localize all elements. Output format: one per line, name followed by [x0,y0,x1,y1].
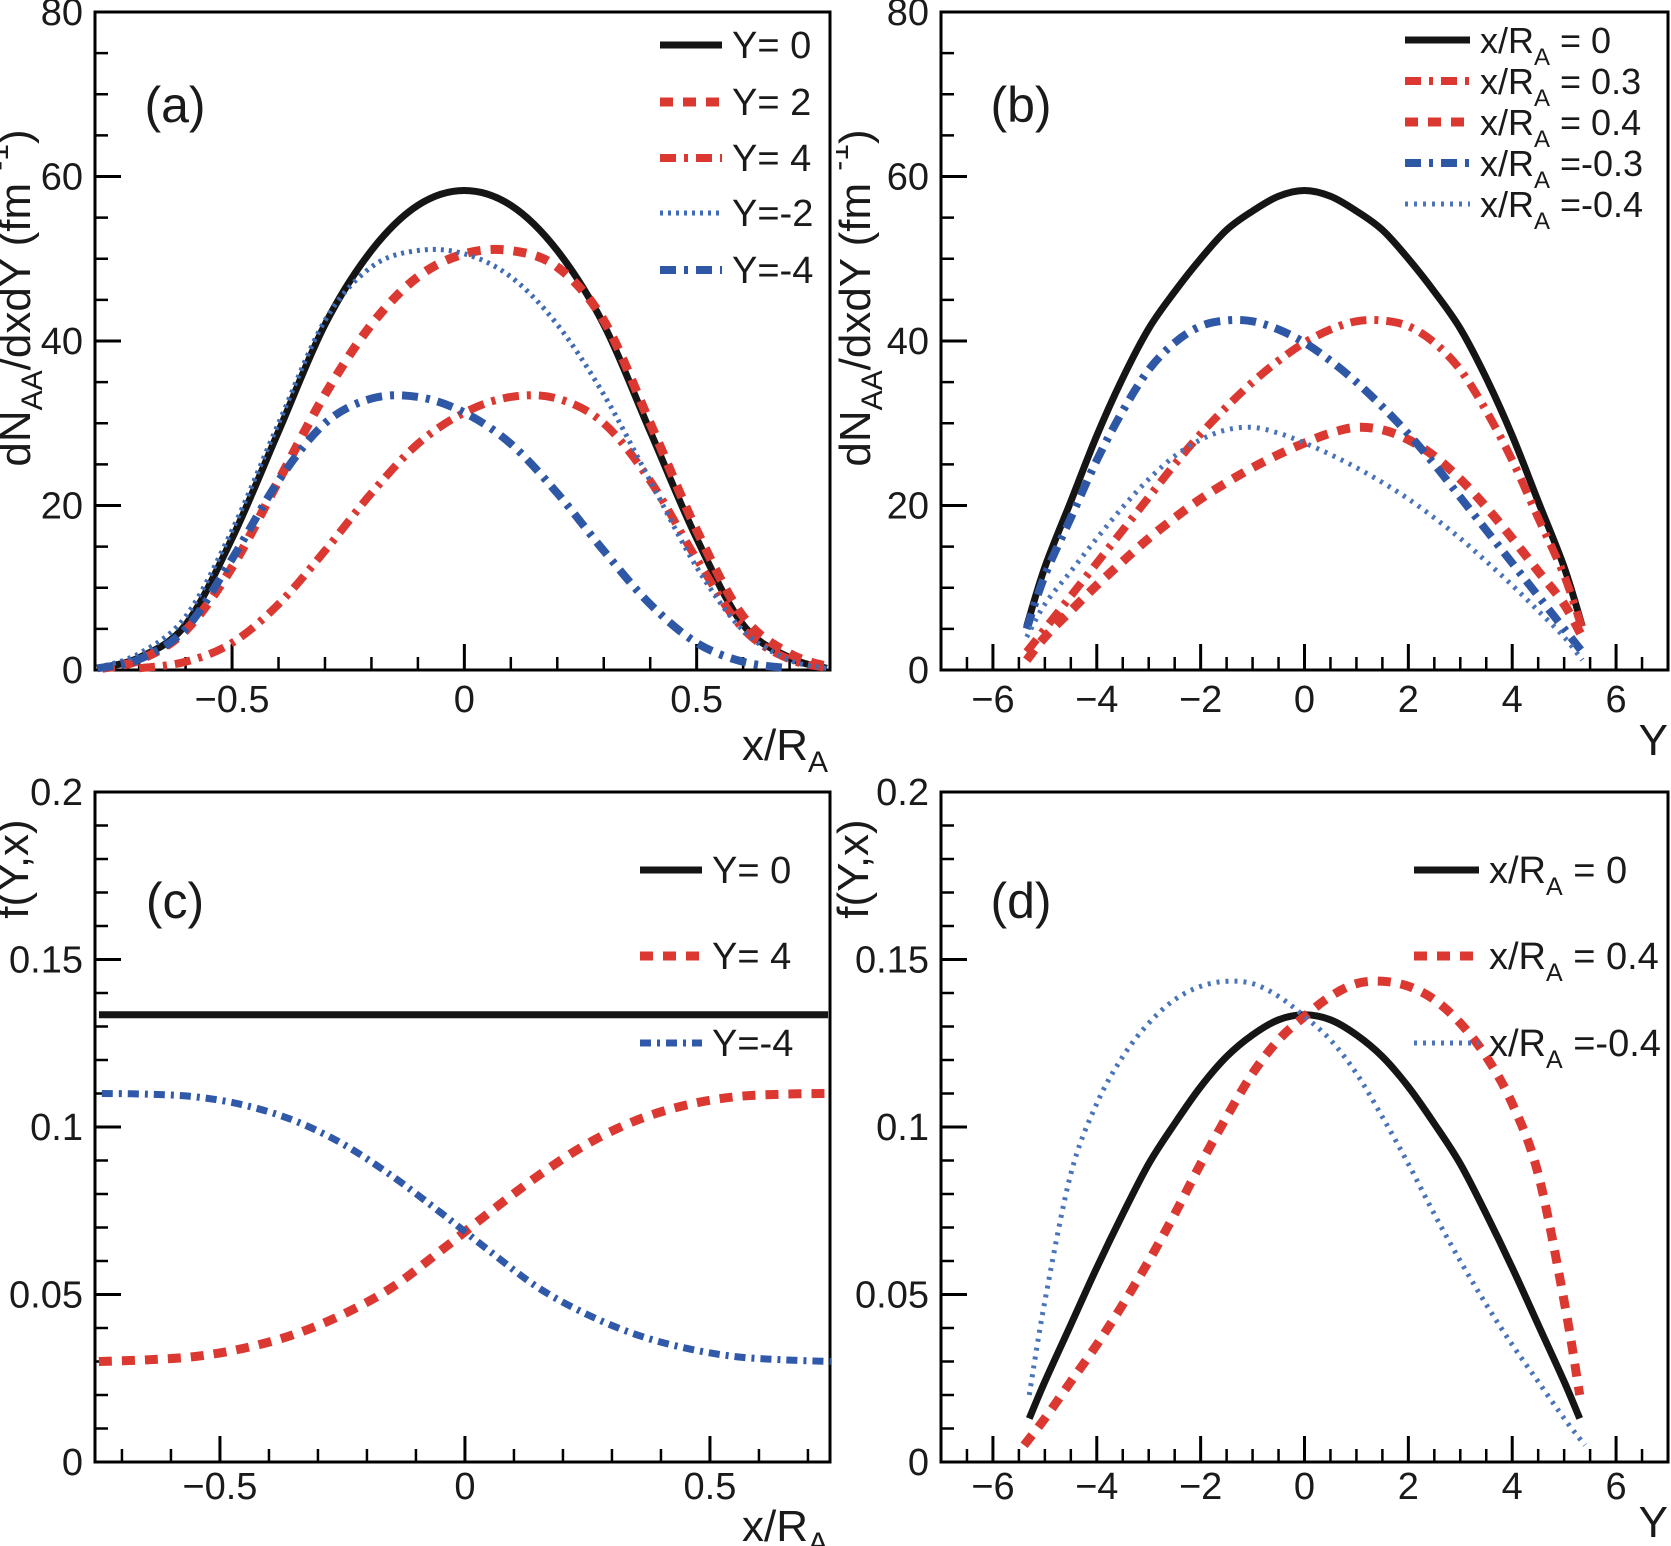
x-tick-label: 0 [1294,679,1315,721]
curve-Y0 [96,186,828,672]
x-axis-label-d: Y [1639,1498,1668,1546]
y-tick-label: 0 [908,1442,929,1484]
y-tick-label: 20 [887,486,929,528]
y-tick-label: 0.1 [876,1107,929,1149]
legend-label-cYm4: Y=-4 [712,1023,793,1065]
legend-label-x03: x/RA = 0.3 [1480,61,1641,112]
x-tick-label: 2 [1398,679,1419,721]
legend-label-xm04: x/RA =-0.4 [1480,184,1643,235]
x-tick-label: −4 [1075,679,1118,721]
x-tick-label: 0.5 [670,679,723,721]
y-tick-label: 0.15 [9,940,83,982]
x-tick-label: −2 [1179,1466,1222,1508]
y-tick-label: 40 [887,321,929,363]
x-tick-label: 6 [1606,1466,1627,1508]
panel-d-plot: −6 −4 −2 0 2 4 6 0 0.05 0.1 0.15 0.2 x/RA = 0 x/RA = … [836,773,1670,1546]
curve-x03 [1023,315,1587,655]
panel-c: −0.5 0 0.5 0 0.05 0.1 0.15 0.2 Y= 0 Y= 4 Y=-4 (c) x/… [0,773,835,1546]
x-tick-label: 4 [1502,679,1523,721]
y-tick-label: 40 [41,321,83,363]
y-tick-label: 0.15 [855,940,929,982]
x-tick-label: 0 [454,679,475,721]
legend-label-dm04: x/RA =-0.4 [1489,1023,1661,1074]
panel-letter-a: (a) [144,77,205,133]
curve-Ym2 [96,246,828,671]
panel-d: −6 −4 −2 0 2 4 6 0 0.05 0.1 0.15 0.2 x/RA = 0 x/RA = … [836,773,1671,1546]
curve-d04 [1020,976,1585,1449]
y-tick-label: 0.1 [30,1107,83,1149]
legend-label-Y2: Y= 2 [732,82,811,124]
plot-frame [93,790,832,1464]
x-tick-label: 0 [454,1466,475,1508]
x-tick-label: 0 [1294,1466,1315,1508]
panel-letter-b: (b) [990,77,1051,133]
x-tick-label: −0.5 [195,679,270,721]
y-tick-label: 0.05 [855,1275,929,1317]
x-tick-label: −6 [971,1466,1014,1508]
panel-a-plot: −0.5 0 0.5 0 20 40 60 80 Y= 0 Y= 2 Y= 4 Y=-2 Y=-4 (a)… [0,0,833,773]
legend-label-x04: x/RA = 0.4 [1480,102,1641,153]
legend-label-Y0: Y= 0 [732,25,811,67]
x-tick-label: −2 [1179,679,1222,721]
x-axis-label-c: x/RA [742,1502,828,1546]
legend-label-d0: x/RA = 0 [1489,850,1627,901]
panel-letter-d: (d) [990,873,1051,929]
legend-label-cY0: Y= 0 [712,850,791,892]
y-tick-label: 80 [41,0,83,34]
x-tick-label: −4 [1075,1466,1118,1508]
legend-label-xm03: x/RA =-0.3 [1480,143,1643,194]
panel-c-plot: −0.5 0 0.5 0 0.05 0.1 0.15 0.2 Y= 0 Y= 4 Y=-4 (c) x/… [0,773,832,1546]
x-tick-label: 6 [1606,679,1627,721]
y-tick-label: 20 [41,486,83,528]
y-tick-label: 60 [41,157,83,199]
legend-label-cY4: Y= 4 [712,936,791,978]
legend-label-d04: x/RA = 0.4 [1489,936,1659,987]
y-tick-label: 0 [908,650,929,692]
legend-label-Y4: Y= 4 [732,138,811,180]
panel-letter-c: (c) [146,873,204,929]
y-axis-label-d: f(Y,x) [836,819,878,918]
y-tick-label: 80 [887,0,929,34]
y-tick-label: 0 [62,1442,83,1484]
x-tick-label: −6 [971,679,1014,721]
x-axis-label-b: Y [1639,716,1668,765]
x-tick-label: 0.5 [684,1466,737,1508]
y-axis-label-b: dNAA/dxdY (fm -1) [836,129,889,466]
panel-b: −6 −4 −2 0 2 4 6 0 20 40 60 80 x/RA = 0 x/RA = 0.3 x/R… [836,0,1671,773]
curve-Y2 [100,244,833,673]
curve-x04 [1023,422,1587,663]
curve-Ym4 [96,391,791,673]
y-tick-label: 60 [887,157,929,199]
x-tick-label: 2 [1398,1466,1419,1508]
curve-xm03 [1022,315,1586,655]
y-tick-label: 0.05 [9,1275,83,1317]
y-tick-label: 0.2 [876,773,929,814]
y-axis-label-c: f(Y,x) [0,819,38,918]
x-tick-label: 4 [1502,1466,1523,1508]
curve-d0 [1026,1011,1583,1420]
panel-a: −0.5 0 0.5 0 20 40 60 80 Y= 0 Y= 2 Y= 4 Y=-2 Y=-4 (a)… [0,0,835,773]
y-tick-label: 0.2 [30,773,83,814]
y-axis-label-a: dNAA/dxdY (fm -1) [0,129,49,466]
legend-label-Ym2: Y=-2 [732,193,813,235]
curve-cYm4 [101,1090,832,1365]
curve-x0 [1023,186,1586,628]
legend-label-Ym4: Y=-4 [732,250,813,292]
curve-Y4 [138,391,833,673]
y-tick-label: 0 [62,650,83,692]
legend-label-x0: x/RA = 0 [1480,20,1611,71]
x-axis-label-a: x/RA [742,721,828,773]
x-tick-label: −0.5 [182,1466,257,1508]
